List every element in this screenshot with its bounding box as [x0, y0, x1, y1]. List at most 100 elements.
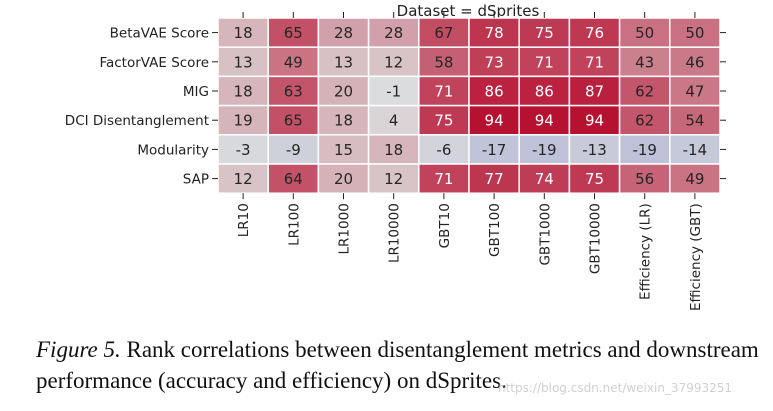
cell-value-label: 18 [334, 112, 353, 130]
row-label: MIG [183, 84, 209, 100]
cell-value-label: 18 [234, 83, 253, 101]
cell-value-label: 74 [535, 170, 554, 188]
cell-value-label: 65 [284, 112, 303, 130]
column-label: Efficiency (GBT) [688, 203, 704, 311]
cell-value-label: 18 [234, 24, 253, 42]
heatmap-cell [267, 104, 320, 136]
cell-value-label: 13 [234, 53, 253, 71]
row-label: Modularity [137, 142, 209, 158]
cell-value-label: 28 [384, 24, 403, 42]
watermark: https://blog.csdn.net/weixin_37993251 [498, 381, 733, 395]
cell-value-label: 46 [685, 53, 704, 71]
heatmap-cell [568, 46, 621, 78]
cell-value-label: 86 [535, 83, 554, 101]
row-label: SAP [183, 172, 209, 188]
cell-value-label: 58 [434, 53, 453, 71]
cell-value-label: 64 [284, 170, 303, 188]
cell-value-label: 18 [384, 141, 403, 159]
cell-value-label: 94 [535, 112, 554, 130]
heatmap-cell [217, 163, 269, 194]
cell-value-label: -6 [436, 141, 451, 159]
heatmap-cell [468, 134, 520, 165]
column-labels: LR10 LR100 LR1000 LR10000 GBT10 GBT100 GBT1000… [236, 12, 704, 311]
row-label: BetaVAE Score [110, 26, 209, 42]
column-label: GBT10 [437, 203, 453, 248]
figure-caption: Figure 5. Rank correlations between dise… [36, 334, 766, 396]
cell-value-label: 65 [284, 24, 303, 42]
cell-value-label: 4 [389, 112, 399, 130]
cell-value-label: 87 [585, 83, 604, 101]
cell-value-label: 71 [434, 83, 453, 101]
cell-value-label: 73 [485, 53, 504, 71]
cell-value-label: 94 [585, 112, 604, 130]
row-labels: BetaVAE Score FactorVAE Score MIG DCI Disen… [65, 26, 726, 188]
column-label: LR10000 [387, 203, 403, 263]
cell-value-label: 94 [485, 112, 504, 130]
cell-value-label: 28 [334, 24, 353, 42]
heatmap-cell [618, 104, 671, 136]
heatmap-cell [618, 17, 671, 48]
cell-value-label: 12 [384, 170, 403, 188]
cell-value-label: 56 [635, 170, 654, 188]
cell-value-label: -19 [632, 141, 657, 159]
cell-value-label: 77 [485, 170, 504, 188]
heatmap-cell [418, 163, 470, 194]
figure-caption-label: Figure 5. [36, 337, 121, 362]
heatmap-cell [568, 134, 621, 165]
heatmap-cell [217, 46, 269, 78]
cell-value-label: 71 [434, 170, 453, 188]
column-label: GBT1000 [537, 203, 553, 265]
row-label: FactorVAE Score [99, 55, 209, 71]
cell-value-label: 50 [635, 24, 654, 42]
cell-value-label: 71 [585, 53, 604, 71]
heatmap-cell [518, 17, 571, 48]
column-label: Efficiency (LR) [638, 203, 654, 300]
cell-value-label: 62 [635, 83, 654, 101]
heatmap-cell [468, 17, 520, 48]
cell-value-label: 75 [535, 24, 554, 42]
cell-value-label: 86 [485, 83, 504, 101]
cell-value-label: 71 [535, 53, 554, 71]
cell-value-label: 75 [585, 170, 604, 188]
heatmap-cell [568, 75, 621, 107]
heatmap-cell [367, 163, 420, 194]
heatmap-cell [518, 104, 571, 136]
cell-value-label: 20 [334, 83, 353, 101]
cell-value-label: 78 [485, 24, 504, 42]
figure-caption-text: Rank correlations between disentanglemen… [36, 337, 759, 393]
column-label: LR100 [286, 203, 302, 246]
heatmap-cell [367, 104, 420, 136]
cell-value-label: 20 [334, 170, 353, 188]
heatmap-cell [618, 163, 671, 194]
heatmap-cell [317, 134, 370, 165]
heatmap-cell [367, 75, 420, 107]
heatmap-cell [418, 46, 470, 78]
cell-value-label: -13 [582, 141, 607, 159]
column-label: LR1000 [337, 203, 353, 254]
cell-value-label: -17 [482, 141, 507, 159]
chart-title: Dataset = dSprites [397, 2, 540, 20]
cell-value-label: 43 [635, 53, 654, 71]
heatmap-cell [367, 46, 420, 78]
heatmap-cell [418, 75, 470, 107]
cell-value-label: -3 [236, 141, 251, 159]
cell-value-label: 76 [585, 24, 604, 42]
cell-value-label: -1 [386, 83, 401, 101]
cell-value-label: 12 [234, 170, 253, 188]
heatmap-cell [317, 104, 370, 136]
column-label: LR10 [236, 203, 252, 237]
heatmap-cell [669, 134, 721, 165]
heatmap-cell [317, 163, 370, 194]
column-label: GBT100 [487, 203, 503, 257]
heatmap-cell [618, 46, 671, 78]
cell-value-label: 19 [234, 112, 253, 130]
cell-value-label: -19 [532, 141, 557, 159]
cell-value-label: 54 [685, 112, 704, 130]
cell-value-label: 49 [284, 53, 303, 71]
heatmap-chart: Dataset = dSprites 18 65 28 28 67 78 75 76 50 50 1… [65, 2, 726, 311]
cell-value-label: 47 [685, 83, 704, 101]
cell-value-label: 75 [434, 112, 453, 130]
cell-value-label: 63 [284, 83, 303, 101]
column-label: GBT10000 [588, 203, 604, 274]
